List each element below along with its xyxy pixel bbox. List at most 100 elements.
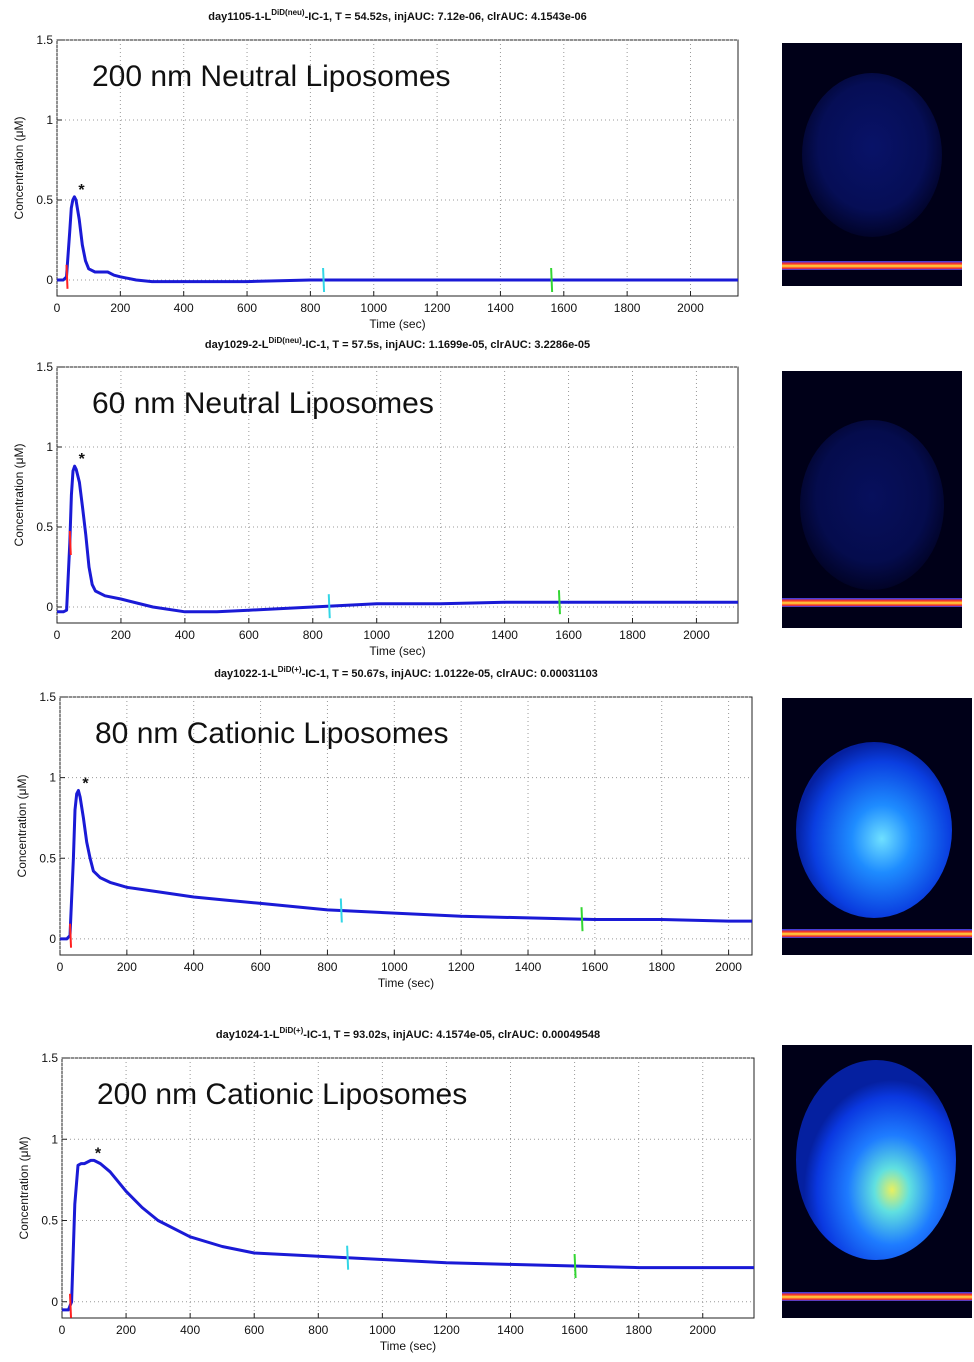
y-tick-label: 1 xyxy=(46,440,53,454)
x-tick-label: 2000 xyxy=(715,960,742,974)
peak-marker: * xyxy=(78,182,85,199)
x-tick-label: 0 xyxy=(59,1323,66,1337)
y-tick-label: 0.5 xyxy=(41,1214,58,1228)
x-tick-label: 2000 xyxy=(689,1323,716,1337)
peak-marker: * xyxy=(79,451,86,468)
x-tick-label: 400 xyxy=(175,628,195,642)
x-tick-label: 200 xyxy=(117,960,137,974)
y-axis-label: Concentration (μM) xyxy=(12,444,26,547)
chart-title: day1022-1-LDiD(+)-IC-1, T = 50.67s, injA… xyxy=(214,665,598,680)
event-marker xyxy=(68,530,72,556)
y-tick-label: 0.5 xyxy=(39,851,56,865)
x-tick-label: 400 xyxy=(174,301,194,315)
data-line xyxy=(62,1158,754,1312)
title-part: day1029-2-L xyxy=(205,339,269,351)
x-tick-label: 0 xyxy=(54,628,61,642)
y-tick-label: 1 xyxy=(46,113,53,127)
chart-title: day1029-2-LDiD(neu)-IC-1, T = 57.5s, inj… xyxy=(205,336,590,351)
x-tick-label: 1000 xyxy=(360,301,387,315)
x-tick-label: 1000 xyxy=(381,960,408,974)
x-tick-label: 1200 xyxy=(433,1323,460,1337)
event-marker xyxy=(69,923,73,948)
x-tick-label: 1800 xyxy=(619,628,646,642)
title-part: DiD(neu) xyxy=(268,336,302,345)
x-tick-label: 200 xyxy=(111,628,131,642)
title-part: day1022-1-L xyxy=(214,668,278,680)
plot-area xyxy=(56,39,739,297)
data-line xyxy=(57,464,738,614)
y-tick-label: 1.5 xyxy=(36,33,53,47)
x-tick-label: 1600 xyxy=(550,301,577,315)
brain-image xyxy=(782,371,962,628)
x-tick-label: 1400 xyxy=(497,1323,524,1337)
x-tick-label: 1600 xyxy=(555,628,582,642)
title-part: DiD(neu) xyxy=(271,8,305,17)
y-tick-label: 1 xyxy=(51,1132,58,1146)
title-part: -IC-1, T = 93.02s, injAUC: 4.1574e-05, c… xyxy=(303,1029,600,1041)
event-marker xyxy=(322,267,326,293)
x-tick-label: 1200 xyxy=(427,628,454,642)
title-part: DiD(+) xyxy=(279,1026,303,1035)
x-tick-label: 800 xyxy=(317,960,337,974)
event-marker xyxy=(573,1253,577,1279)
brain-image xyxy=(782,698,972,955)
x-axis-label: Time (sec) xyxy=(378,976,434,990)
x-tick-label: 1800 xyxy=(648,960,675,974)
x-tick-label: 1400 xyxy=(487,301,514,315)
x-tick-label: 800 xyxy=(303,628,323,642)
y-axis-label: Concentration (μM) xyxy=(12,117,26,220)
x-tick-label: 1800 xyxy=(614,301,641,315)
x-axis-label: Time (sec) xyxy=(369,317,425,331)
x-tick-label: 1600 xyxy=(582,960,609,974)
plot-area xyxy=(56,366,739,624)
x-tick-label: 1800 xyxy=(625,1323,652,1337)
x-tick-label: 1200 xyxy=(424,301,451,315)
title-part: day1024-1-L xyxy=(216,1029,280,1041)
x-tick-label: 0 xyxy=(54,301,61,315)
title-part: -IC-1, T = 54.52s, injAUC: 7.12e-06, clr… xyxy=(305,11,587,23)
y-tick-label: 1 xyxy=(49,771,56,785)
y-axis-label: Concentration (μM) xyxy=(15,775,29,878)
x-axis-label: Time (sec) xyxy=(369,644,425,658)
x-tick-label: 1000 xyxy=(363,628,390,642)
event-marker xyxy=(346,1245,350,1270)
chart-title: day1105-1-LDiD(neu)-IC-1, T = 54.52s, in… xyxy=(208,8,586,23)
peak-marker: * xyxy=(82,776,89,793)
x-tick-label: 2000 xyxy=(683,628,710,642)
annotation: 200 nm Cationic Liposomes xyxy=(97,1078,467,1111)
title-part: DiD(+) xyxy=(278,665,302,674)
event-marker xyxy=(327,594,331,619)
x-tick-label: 400 xyxy=(180,1323,200,1337)
x-tick-label: 600 xyxy=(239,628,259,642)
event-marker xyxy=(69,1293,73,1318)
annotation: 80 nm Cationic Liposomes xyxy=(95,717,449,750)
y-tick-label: 0 xyxy=(46,273,53,287)
brain-image xyxy=(782,43,962,286)
plot-area xyxy=(59,696,753,956)
event-marker xyxy=(580,907,584,932)
annotation: 200 nm Neutral Liposomes xyxy=(92,60,451,93)
title-part: -IC-1, T = 50.67s, injAUC: 1.0122e-05, c… xyxy=(302,668,598,680)
x-tick-label: 800 xyxy=(308,1323,328,1337)
x-tick-label: 1200 xyxy=(448,960,475,974)
y-tick-label: 0.5 xyxy=(36,193,53,207)
x-tick-label: 1000 xyxy=(369,1323,396,1337)
title-part: -IC-1, T = 57.5s, injAUC: 1.1699e-05, cl… xyxy=(302,339,590,351)
x-tick-label: 800 xyxy=(300,301,320,315)
x-tick-label: 600 xyxy=(251,960,271,974)
title-part: day1105-1-L xyxy=(208,11,271,23)
x-tick-label: 200 xyxy=(116,1323,136,1337)
y-tick-label: 0 xyxy=(46,600,53,614)
x-tick-label: 1600 xyxy=(561,1323,588,1337)
brain-image xyxy=(782,1045,972,1318)
peak-marker: * xyxy=(95,1145,102,1162)
x-tick-label: 400 xyxy=(184,960,204,974)
x-tick-label: 2000 xyxy=(677,301,704,315)
event-marker xyxy=(65,264,69,289)
x-tick-label: 200 xyxy=(110,301,130,315)
y-tick-label: 1.5 xyxy=(39,690,56,704)
chart-title: day1024-1-LDiD(+)-IC-1, T = 93.02s, injA… xyxy=(216,1026,600,1041)
x-tick-label: 600 xyxy=(237,301,257,315)
data-line xyxy=(60,789,752,941)
